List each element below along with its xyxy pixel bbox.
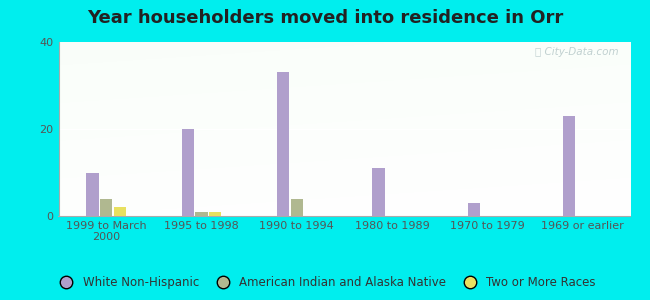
Bar [114, 207, 126, 216]
Bar [277, 72, 289, 216]
Bar [372, 168, 385, 216]
Text: ⓘ City-Data.com: ⓘ City-Data.com [536, 47, 619, 57]
Bar [181, 129, 194, 216]
Bar [100, 199, 112, 216]
Legend: White Non-Hispanic, American Indian and Alaska Native, Two or More Races: White Non-Hispanic, American Indian and … [49, 272, 601, 294]
Bar [291, 199, 303, 216]
Bar [467, 203, 480, 216]
Bar [209, 212, 222, 216]
Bar [563, 116, 575, 216]
Bar [86, 172, 99, 216]
Text: Year householders moved into residence in Orr: Year householders moved into residence i… [87, 9, 563, 27]
Bar [195, 212, 208, 216]
